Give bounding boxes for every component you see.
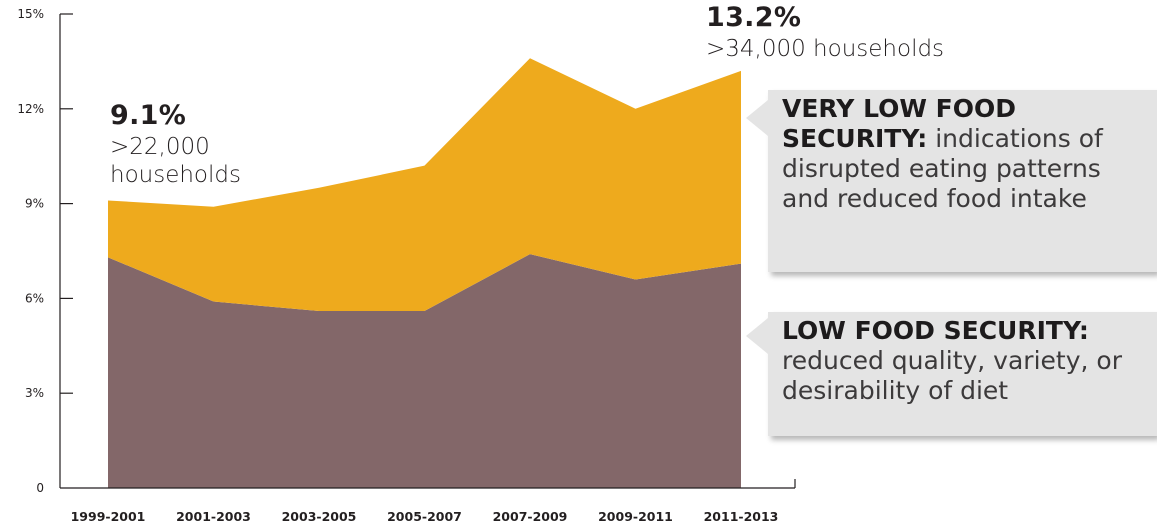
area-series-0 <box>108 254 741 488</box>
area-series-1 <box>108 58 741 312</box>
y-tick-label: 3% <box>25 386 44 400</box>
axes-layer <box>59 14 796 489</box>
callout-low-heading: LOW FOOD SECURITY: <box>782 316 1089 345</box>
callout-very-low-body: indications of disrupted eating patterns… <box>782 124 1103 213</box>
y-tick-label: 12% <box>17 102 44 116</box>
annotation-end: 13.2% >34,000 households <box>706 2 944 63</box>
x-category-label: 2003-2005 <box>282 509 357 524</box>
y-axis-ticks: 0 3% 6% 9% 12% 15% <box>17 7 73 495</box>
annotation-end-text: >34,000 households <box>706 35 945 62</box>
x-category-label: 2011-2013 <box>704 509 779 524</box>
callout-very-low-heading: VERY LOW FOOD SECURITY: <box>782 94 1017 153</box>
x-axis-labels: 1999-2001 2001-2003 2003-2005 2005-2007 2007… <box>71 509 779 524</box>
y-tick-label: 9% <box>25 197 44 211</box>
callout-low-body: reduced quality, variety, or desirabilit… <box>782 346 1122 405</box>
x-category-label: 2009-2011 <box>598 509 673 524</box>
y-tick-label: 15% <box>17 7 44 21</box>
callout-low-food-security: LOW FOOD SECURITY: reduced quality, vari… <box>746 312 1157 436</box>
callout-very-low-food-security: VERY LOW FOOD SECURITY: indications of d… <box>746 90 1157 272</box>
y-tick-label: 6% <box>25 291 44 305</box>
annotation-start-value: 9.1% <box>110 100 187 131</box>
y-tick-label: 0 <box>36 481 44 495</box>
x-category-label: 2005-2007 <box>387 509 462 524</box>
x-category-label: 2001-2003 <box>176 509 251 524</box>
areas-layer <box>108 58 741 488</box>
annotation-start: 9.1% >22,000 households <box>110 100 280 189</box>
annotation-start-text: >22,000 households <box>110 133 241 188</box>
x-category-label: 1999-2001 <box>71 509 146 524</box>
x-category-label: 2007-2009 <box>493 509 568 524</box>
annotation-end-value: 13.2% <box>706 2 802 33</box>
